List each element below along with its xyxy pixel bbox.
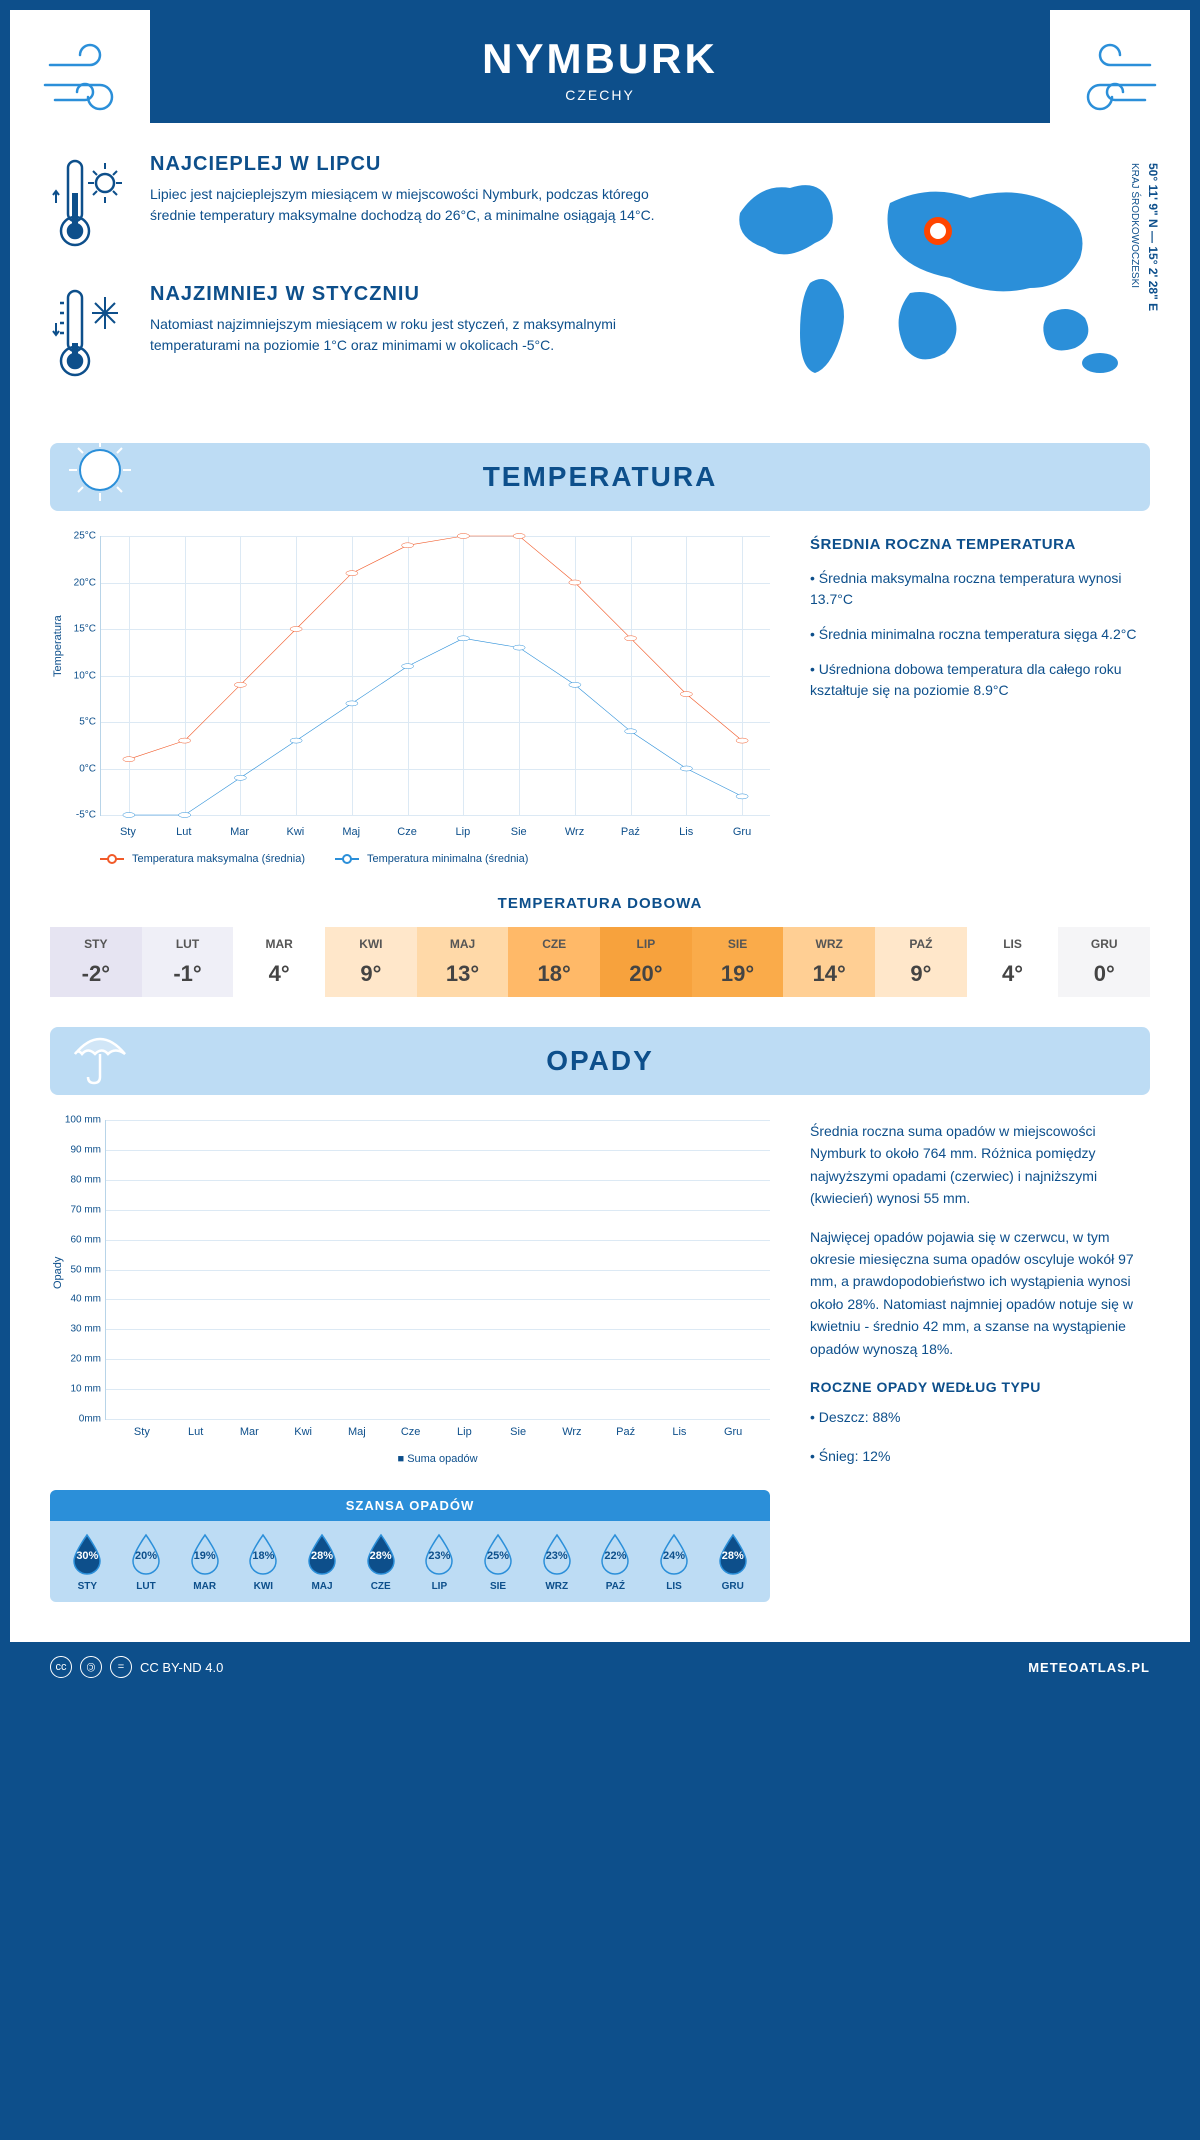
page: NYMBURK CZECHY NAJCIEPLEJ W LIPCU Lipiec… bbox=[10, 10, 1190, 1692]
daily-temp-table: STY-2°LUT-1°MAR4°KWI9°MAJ13°CZE18°LIP20°… bbox=[50, 927, 1150, 997]
thermometer-hot-icon bbox=[50, 153, 130, 258]
chance-box: SZANSA OPADÓW 30% STY 20% LUT 19 bbox=[50, 1490, 770, 1602]
region-label: KRAJ ŚRODKOWOCZESKI bbox=[1129, 163, 1140, 288]
warmest-text: Lipiec jest najcieplejszym miesiącem w m… bbox=[150, 184, 680, 226]
warmest-block: NAJCIEPLEJ W LIPCU Lipiec jest najcieple… bbox=[50, 153, 680, 258]
precip-p2: Najwięcej opadów pojawia się w czerwcu, … bbox=[810, 1226, 1150, 1360]
cc-icon: cc bbox=[50, 1656, 72, 1678]
coldest-text: Natomiast najzimniejszym miesiącem w rok… bbox=[150, 314, 680, 356]
umbrella-icon bbox=[65, 1019, 135, 1089]
coordinates: 50° 11' 9" N — 15° 2' 28" E bbox=[1146, 163, 1160, 311]
temperature-line-chart: -5°C0°C5°C10°C15°C20°C25°C bbox=[100, 536, 770, 816]
footer: cc 🄯 = CC BY-ND 4.0 METEOATLAS.PL bbox=[10, 1642, 1190, 1692]
temperature-content: Temperatura -5°C0°C5°C10°C15°C20°C25°C S… bbox=[50, 536, 1150, 865]
brand: METEOATLAS.PL bbox=[1028, 1660, 1150, 1675]
sun-icon bbox=[65, 435, 135, 505]
temperature-title: TEMPERATURA bbox=[483, 461, 718, 492]
precip-type-title: ROCZNE OPADY WEDŁUG TYPU bbox=[810, 1376, 1150, 1398]
temperature-section-header: TEMPERATURA bbox=[50, 443, 1150, 511]
thermometer-cold-icon bbox=[50, 283, 130, 388]
country-subtitle: CZECHY bbox=[150, 87, 1050, 103]
daily-temp-title: TEMPERATURA DOBOWA bbox=[50, 895, 1150, 912]
precip-bar-chart: 0mm10 mm20 mm30 mm40 mm50 mm60 mm70 mm80… bbox=[105, 1120, 770, 1420]
warmest-title: NAJCIEPLEJ W LIPCU bbox=[150, 153, 680, 176]
intro-section: NAJCIEPLEJ W LIPCU Lipiec jest najcieple… bbox=[50, 153, 1150, 413]
license: cc 🄯 = CC BY-ND 4.0 bbox=[50, 1656, 223, 1678]
temperature-stats: ŚREDNIA ROCZNA TEMPERATURA • Średnia mak… bbox=[810, 536, 1150, 865]
license-text: CC BY-ND 4.0 bbox=[140, 1660, 223, 1675]
coldest-title: NAJZIMNIEJ W STYCZNIU bbox=[150, 283, 680, 306]
world-map-svg bbox=[710, 153, 1150, 393]
wind-icon-right bbox=[1070, 40, 1160, 120]
temp-stats-title: ŚREDNIA ROCZNA TEMPERATURA bbox=[810, 536, 1150, 553]
precip-section-header: OPADY bbox=[50, 1027, 1150, 1095]
chance-title: SZANSA OPADÓW bbox=[50, 1490, 770, 1521]
city-title: NYMBURK bbox=[150, 35, 1050, 83]
precip-legend: Suma opadów bbox=[105, 1453, 770, 1465]
precip-p1: Średnia roczna suma opadów w miejscowośc… bbox=[810, 1120, 1150, 1210]
precip-title: OPADY bbox=[546, 1045, 654, 1076]
header-banner: NYMBURK CZECHY bbox=[150, 10, 1050, 123]
coldest-block: NAJZIMNIEJ W STYCZNIU Natomiast najzimni… bbox=[50, 283, 680, 388]
nd-icon: = bbox=[110, 1656, 132, 1678]
world-map: 50° 11' 9" N — 15° 2' 28" E KRAJ ŚRODKOW… bbox=[710, 153, 1150, 413]
temperature-legend: Temperatura maksymalna (średnia)Temperat… bbox=[100, 853, 770, 865]
by-icon: 🄯 bbox=[80, 1656, 102, 1678]
wind-icon-left bbox=[40, 40, 130, 120]
precip-text: Średnia roczna suma opadów w miejscowośc… bbox=[810, 1120, 1150, 1602]
precip-content: Opady 0mm10 mm20 mm30 mm40 mm50 mm60 mm7… bbox=[50, 1120, 1150, 1602]
